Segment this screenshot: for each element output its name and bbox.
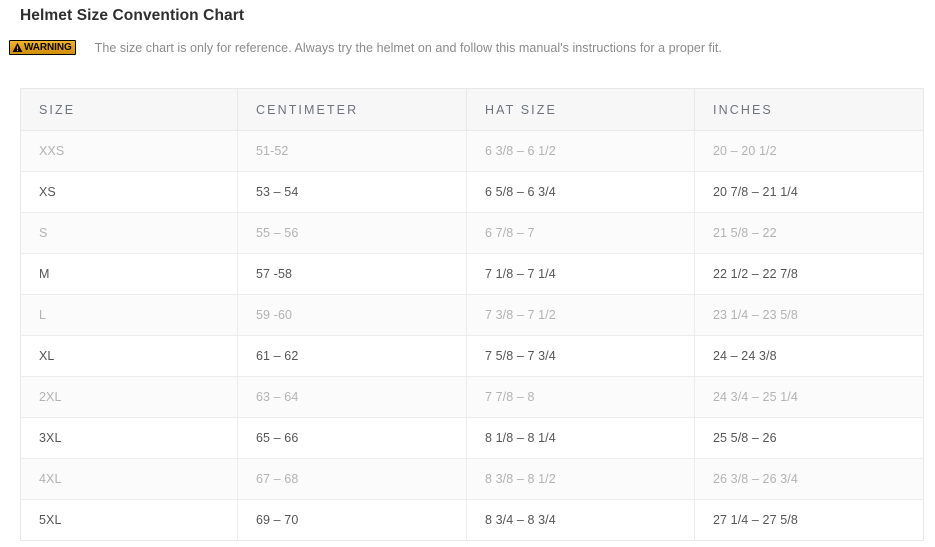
warning-notice: WARNING The size chart is only for refer… (9, 40, 722, 55)
table-header-row: SIZE CENTIMETER HAT SIZE INCHES (20, 88, 924, 131)
cell-centimeter: 57 -58 (237, 253, 467, 295)
table-header: SIZE CENTIMETER HAT SIZE INCHES (20, 88, 924, 131)
table-row: XL 61 – 62 7 5/8 – 7 3/4 24 – 24 3/8 (20, 335, 924, 377)
column-header-inches: INCHES (694, 88, 924, 131)
cell-size: XL (20, 335, 238, 377)
table-row: XS 53 – 54 6 5/8 – 6 3/4 20 7/8 – 21 1/4 (20, 171, 924, 213)
cell-inches: 25 5/8 – 26 (694, 417, 924, 459)
cell-centimeter: 59 -60 (237, 294, 467, 336)
cell-hat-size: 6 7/8 – 7 (466, 212, 695, 254)
cell-inches: 22 1/2 – 22 7/8 (694, 253, 924, 295)
table-row: 3XL 65 – 66 8 1/8 – 8 1/4 25 5/8 – 26 (20, 417, 924, 459)
cell-hat-size: 7 7/8 – 8 (466, 376, 695, 418)
cell-hat-size: 6 3/8 – 6 1/2 (466, 130, 695, 172)
cell-centimeter: 69 – 70 (237, 499, 467, 541)
column-header-hat-size: HAT SIZE (466, 88, 695, 131)
table-body: XXS 51-52 6 3/8 – 6 1/2 20 – 20 1/2 XS 53 – 5… (20, 130, 924, 541)
table-row: XXS 51-52 6 3/8 – 6 1/2 20 – 20 1/2 (20, 130, 924, 172)
table-row: L 59 -60 7 3/8 – 7 1/2 23 1/4 – 23 5/8 (20, 294, 924, 336)
column-header-size: SIZE (20, 88, 238, 131)
cell-centimeter: 67 – 68 (237, 458, 467, 500)
cell-size: 3XL (20, 417, 238, 459)
cell-size: S (20, 212, 238, 254)
cell-size: 5XL (20, 499, 238, 541)
warning-badge-label: WARNING (24, 42, 72, 53)
table-row: 4XL 67 – 68 8 3/8 – 8 1/2 26 3/8 – 26 3/4 (20, 458, 924, 500)
column-header-centimeter: CENTIMETER (237, 88, 467, 131)
cell-centimeter: 53 – 54 (237, 171, 467, 213)
cell-inches: 20 – 20 1/2 (694, 130, 924, 172)
cell-hat-size: 8 3/8 – 8 1/2 (466, 458, 695, 500)
cell-size: 4XL (20, 458, 238, 500)
cell-inches: 23 1/4 – 23 5/8 (694, 294, 924, 336)
table-row: 5XL 69 – 70 8 3/4 – 8 3/4 27 1/4 – 27 5/8 (20, 499, 924, 541)
cell-size: XS (20, 171, 238, 213)
table-row: S 55 – 56 6 7/8 – 7 21 5/8 – 22 (20, 212, 924, 254)
cell-centimeter: 63 – 64 (237, 376, 467, 418)
table-row: 2XL 63 – 64 7 7/8 – 8 24 3/4 – 25 1/4 (20, 376, 924, 418)
cell-hat-size: 6 5/8 – 6 3/4 (466, 171, 695, 213)
cell-centimeter: 51-52 (237, 130, 467, 172)
cell-inches: 21 5/8 – 22 (694, 212, 924, 254)
cell-inches: 27 1/4 – 27 5/8 (694, 499, 924, 541)
cell-hat-size: 8 1/8 – 8 1/4 (466, 417, 695, 459)
cell-inches: 24 – 24 3/8 (694, 335, 924, 377)
cell-hat-size: 8 3/4 – 8 3/4 (466, 499, 695, 541)
cell-inches: 26 3/8 – 26 3/4 (694, 458, 924, 500)
warning-badge: WARNING (9, 40, 76, 55)
page-title: Helmet Size Convention Chart (20, 7, 245, 24)
warning-notice-text: The size chart is only for reference. Al… (94, 40, 722, 55)
cell-inches: 24 3/4 – 25 1/4 (694, 376, 924, 418)
table-row: M 57 -58 7 1/8 – 7 1/4 22 1/2 – 22 7/8 (20, 253, 924, 295)
cell-inches: 20 7/8 – 21 1/4 (694, 171, 924, 213)
cell-hat-size: 7 5/8 – 7 3/4 (466, 335, 695, 377)
cell-size: L (20, 294, 238, 336)
cell-centimeter: 55 – 56 (237, 212, 467, 254)
cell-hat-size: 7 3/8 – 7 1/2 (466, 294, 695, 336)
size-chart-table: SIZE CENTIMETER HAT SIZE INCHES XXS 51-52… (20, 88, 924, 541)
cell-centimeter: 61 – 62 (237, 335, 467, 377)
cell-size: M (20, 253, 238, 295)
cell-hat-size: 7 1/8 – 7 1/4 (466, 253, 695, 295)
cell-size: XXS (20, 130, 238, 172)
warning-triangle-icon (12, 42, 23, 53)
cell-size: 2XL (20, 376, 238, 418)
cell-centimeter: 65 – 66 (237, 417, 467, 459)
